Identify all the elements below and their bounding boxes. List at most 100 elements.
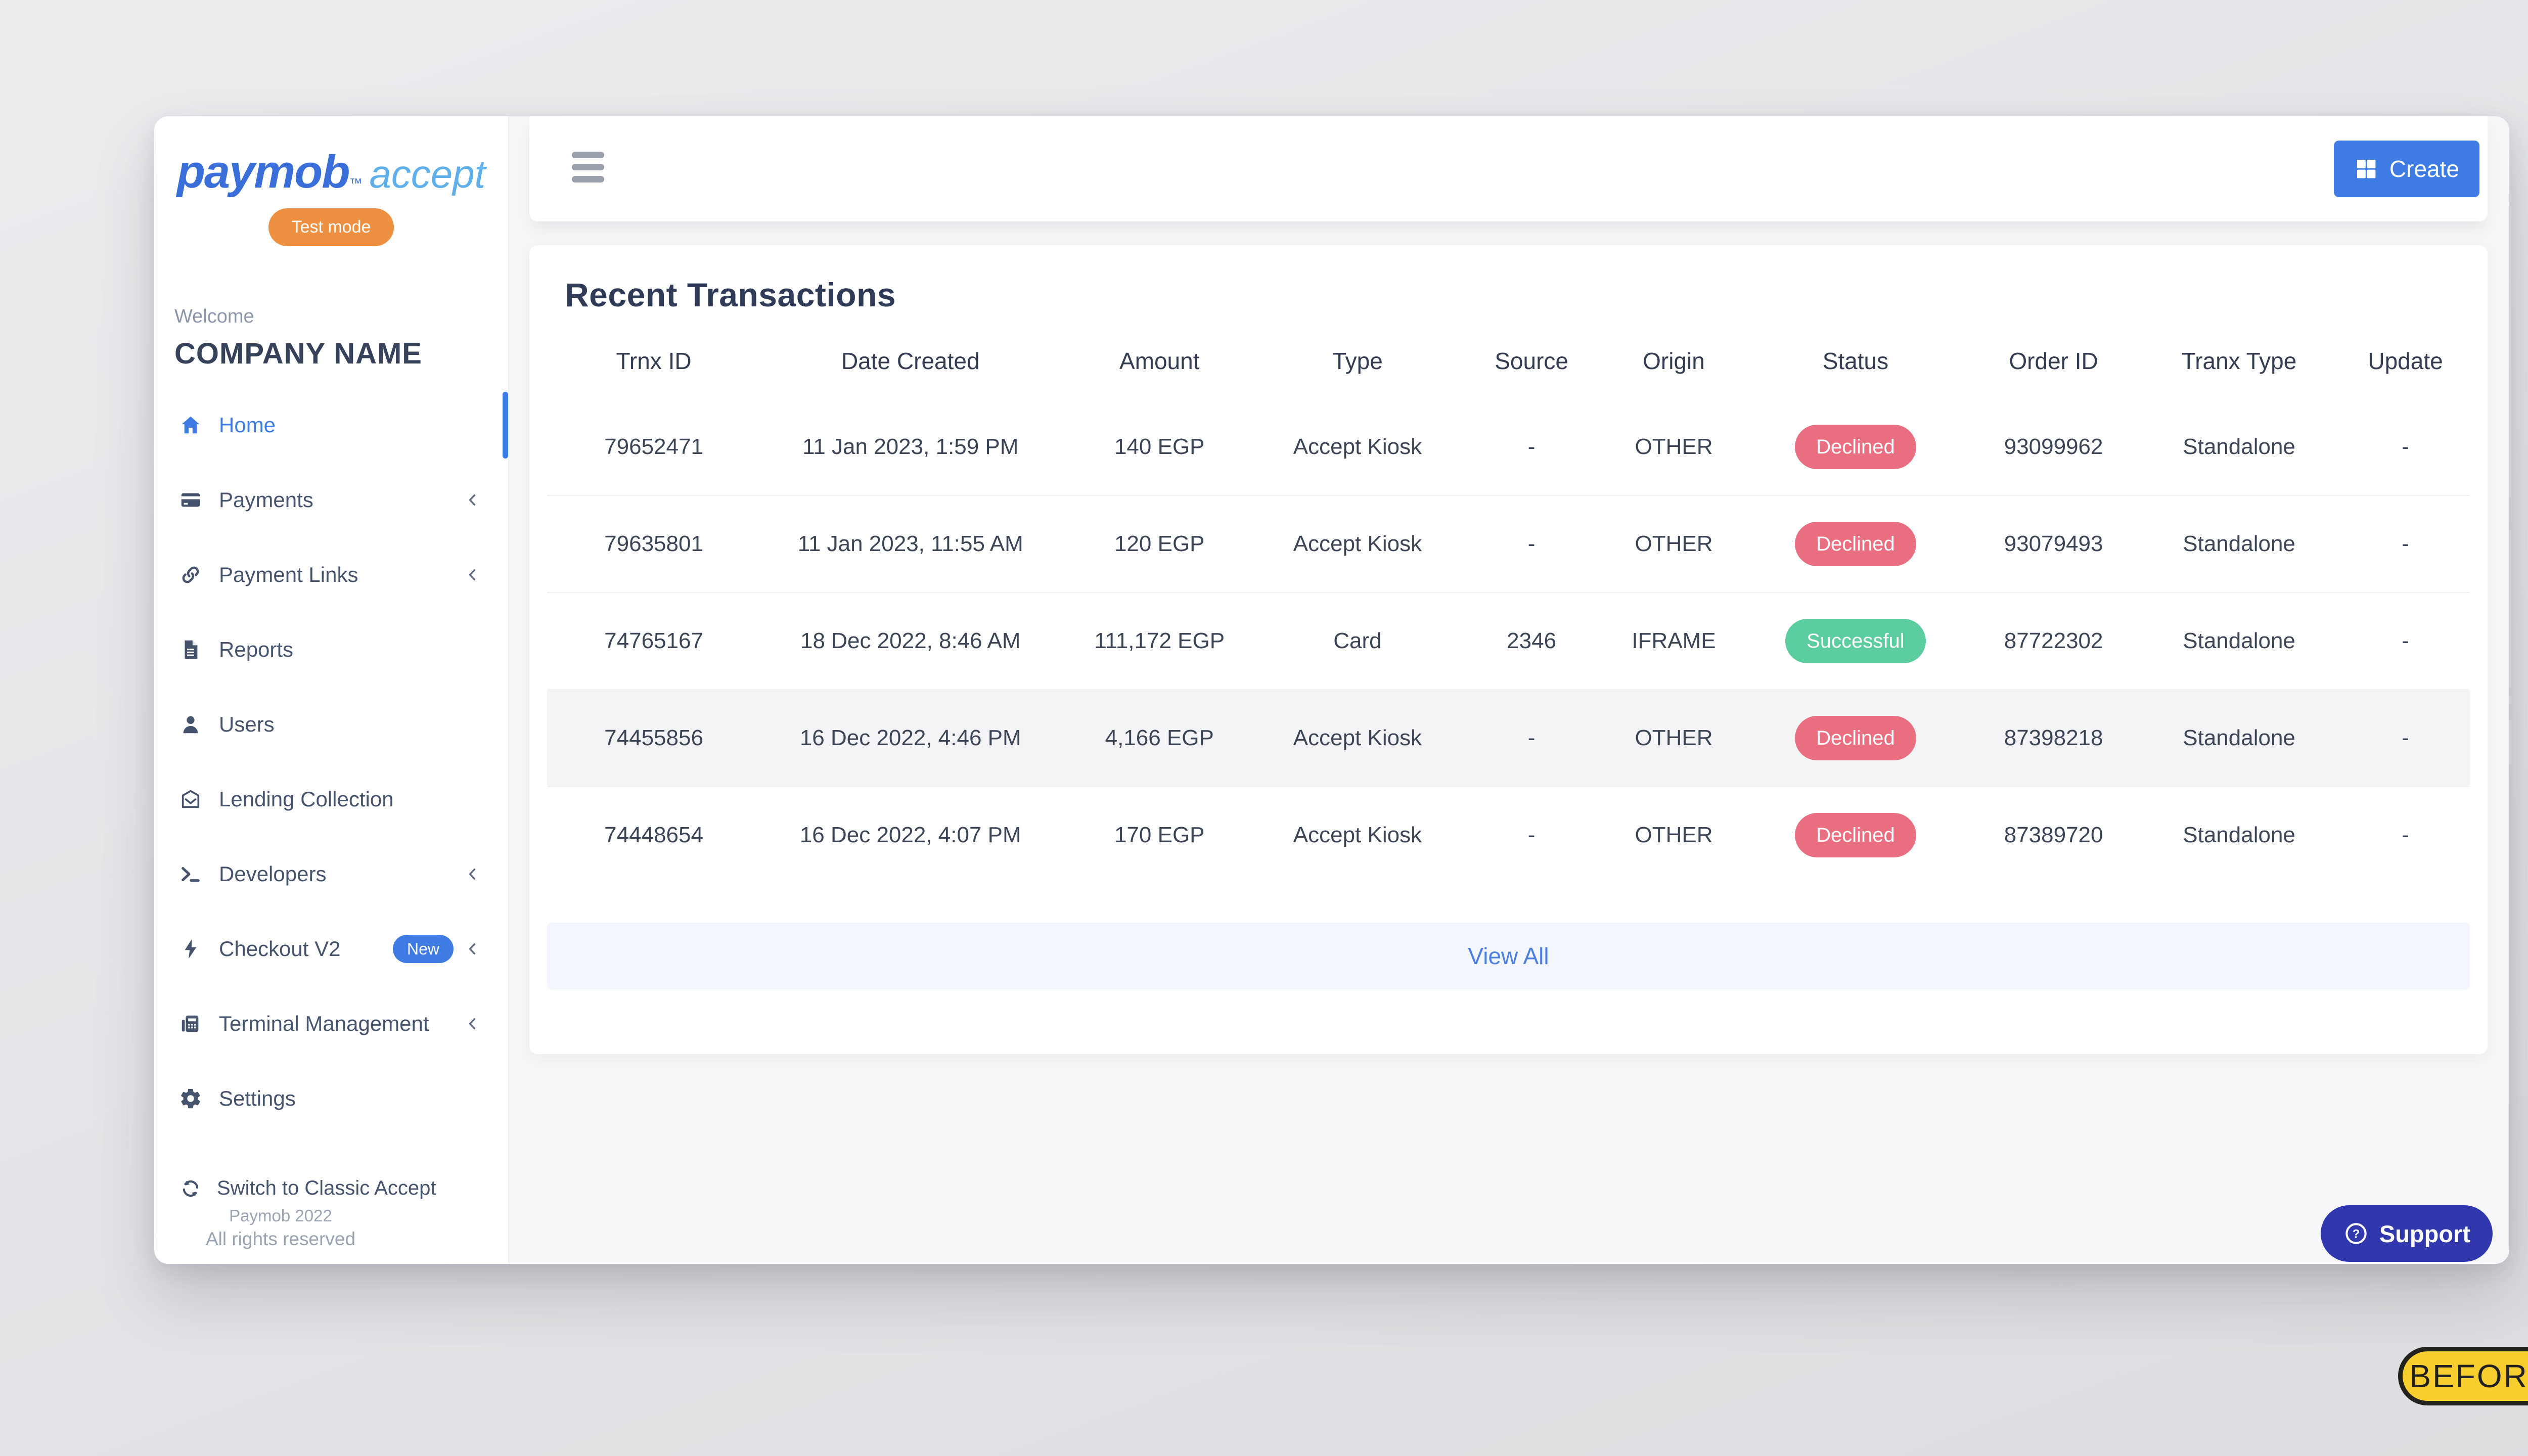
source-cell: - [1527, 823, 1536, 847]
origin-cell: IFRAME [1632, 628, 1716, 653]
switch-label: Switch to Classic Accept [217, 1177, 436, 1199]
trnx-id-cell: 79652471 [604, 434, 703, 459]
order-id-cell: 87398218 [2004, 725, 2103, 750]
paymob-logo: paymob™ accept [154, 149, 508, 195]
table-row[interactable]: 74765167 18 Dec 2022, 8:46 AM 111,172 EG… [547, 592, 2470, 689]
status-badge: Declined [1795, 813, 1916, 857]
date-created-cell: 18 Dec 2022, 8:46 AM [800, 628, 1021, 653]
status-cell: Declined [1741, 522, 1970, 566]
amount-cell: 170 EGP [1114, 823, 1205, 847]
sidebar-item-developers[interactable]: Developers [154, 837, 508, 912]
switch-to-classic-accept[interactable]: Switch to Classic Accept [154, 1177, 508, 1200]
trnx-id-cell: 74448654 [604, 823, 703, 847]
home-icon [176, 414, 205, 437]
sidebar-nav: Home Payments Payment Links [154, 388, 508, 1136]
trademark-symbol: ™ [349, 175, 363, 191]
grid-icon [2357, 160, 2376, 178]
test-mode-badge: Test mode [268, 208, 394, 246]
tranx-type-cell: Standalone [2183, 823, 2295, 847]
table-row[interactable]: 79635801 11 Jan 2023, 11:55 AM 120 EGP A… [547, 495, 2470, 592]
column-header: Tranx Type [2181, 348, 2297, 374]
support-button[interactable]: ? Support [2320, 1205, 2493, 1262]
create-button-label: Create [2389, 156, 2459, 182]
table-row[interactable]: 79652471 11 Jan 2023, 1:59 PM 140 EGP Ac… [547, 399, 2470, 495]
column-header: Status [1822, 348, 1889, 374]
status-badge: Declined [1795, 716, 1916, 760]
amount-cell: 111,172 EGP [1094, 628, 1225, 653]
column-header: Amount [1119, 348, 1200, 374]
table-row[interactable]: 74455856 16 Dec 2022, 4:46 PM 4,166 EGP … [547, 689, 2470, 786]
envelope-icon [176, 788, 205, 811]
svg-text:?: ? [2353, 1227, 2360, 1241]
lightning-icon [176, 937, 205, 961]
sidebar-item-checkout-v2[interactable]: Checkout V2 New [154, 912, 508, 986]
source-cell: - [1527, 531, 1536, 556]
table-header-row: Trnx ID Date Created Amount Type Source … [547, 323, 2470, 399]
chevron-left-icon [465, 567, 481, 583]
chevron-left-icon [465, 866, 481, 882]
sidebar-item-label: Payment Links [219, 563, 358, 586]
date-created-cell: 11 Jan 2023, 11:55 AM [797, 531, 1023, 556]
trnx-id-cell: 74765167 [604, 628, 703, 653]
logo-product: accept [369, 152, 486, 196]
sidebar-item-settings[interactable]: Settings [154, 1061, 508, 1136]
sidebar-item-users[interactable]: Users [154, 687, 508, 762]
column-header: Update [2368, 348, 2443, 374]
sidebar: paymob™ accept Test mode Welcome COMPANY … [154, 116, 509, 1264]
question-circle-icon: ? [2345, 1223, 2367, 1244]
new-badge: New [392, 935, 454, 963]
status-badge: Declined [1795, 425, 1916, 469]
sidebar-item-reports[interactable]: Reports [154, 612, 508, 687]
tranx-type-cell: Standalone [2183, 531, 2295, 556]
hamburger-menu-icon[interactable] [572, 152, 604, 188]
trnx-id-cell: 74455856 [604, 725, 703, 750]
status-cell: Declined [1741, 813, 1970, 857]
topbar: Create [529, 116, 2488, 221]
sidebar-item-label: Checkout V2 [219, 937, 341, 961]
terminal-icon [176, 862, 205, 886]
sidebar-item-label: Payments [219, 488, 313, 512]
sidebar-item-home[interactable]: Home [154, 388, 508, 463]
trnx-id-cell: 79635801 [604, 531, 703, 556]
sidebar-item-lending-collection[interactable]: Lending Collection [154, 762, 508, 837]
table-row[interactable]: 74448654 16 Dec 2022, 4:07 PM 170 EGP Ac… [547, 786, 2470, 883]
welcome-label: Welcome [174, 306, 254, 327]
sidebar-item-terminal-management[interactable]: Terminal Management [154, 986, 508, 1061]
create-button[interactable]: Create [2333, 141, 2479, 197]
sidebar-item-label: Terminal Management [219, 1012, 429, 1035]
refresh-icon [176, 1178, 205, 1199]
amount-cell: 4,166 EGP [1105, 725, 1214, 750]
origin-cell: OTHER [1635, 823, 1713, 847]
document-icon [176, 638, 205, 661]
status-badge: Successful [1785, 619, 1926, 663]
order-id-cell: 87722302 [2004, 628, 2103, 653]
update-cell: - [2402, 434, 2409, 459]
card-title: Recent Transactions [565, 276, 896, 313]
source-cell: - [1527, 725, 1536, 750]
date-created-cell: 16 Dec 2022, 4:46 PM [799, 725, 1021, 750]
origin-cell: OTHER [1635, 725, 1713, 750]
chevron-left-icon [465, 941, 481, 957]
support-button-label: Support [2379, 1220, 2470, 1247]
rights-text: All rights reserved [205, 1228, 356, 1249]
update-cell: - [2402, 823, 2409, 847]
status-cell: Successful [1741, 619, 1970, 663]
sidebar-item-label: Users [219, 712, 275, 736]
main-content: Create Recent Transactions Trnx ID Date … [509, 116, 2509, 1264]
status-badge: Declined [1795, 522, 1916, 566]
sidebar-item-payments[interactable]: Payments [154, 463, 508, 537]
sidebar-item-label: Developers [219, 862, 327, 886]
source-cell: - [1527, 434, 1536, 459]
update-cell: - [2402, 725, 2409, 750]
chevron-left-icon [465, 1016, 481, 1032]
view-all-link[interactable]: View All [1468, 943, 1549, 969]
date-created-cell: 11 Jan 2023, 1:59 PM [802, 434, 1019, 459]
status-cell: Declined [1741, 716, 1970, 760]
column-header: Trnx ID [616, 348, 692, 374]
column-header: Order ID [2009, 348, 2098, 374]
sidebar-item-payment-links[interactable]: Payment Links [154, 537, 508, 612]
view-all-bar[interactable]: View All [547, 923, 2470, 989]
order-id-cell: 87389720 [2004, 823, 2103, 847]
type-cell: Accept Kiosk [1293, 823, 1422, 847]
